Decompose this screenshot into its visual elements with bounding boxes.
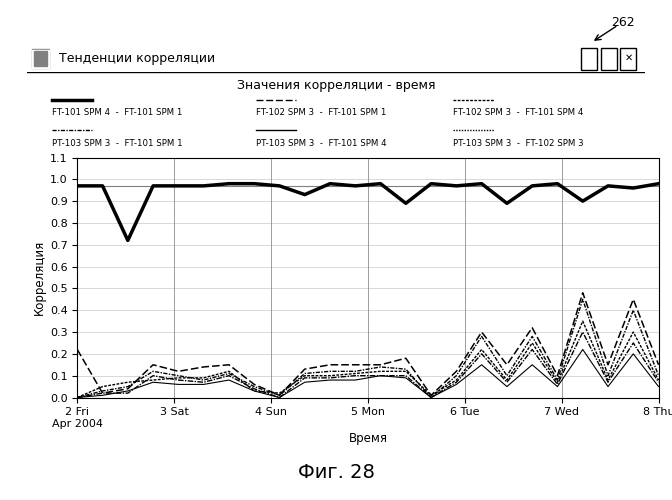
Bar xyxy=(620,48,636,70)
Text: PT-103 SPM 3  -  FT-102 SPM 3: PT-103 SPM 3 - FT-102 SPM 3 xyxy=(454,138,584,147)
Y-axis label: Корреляция: Корреляция xyxy=(33,240,46,315)
Bar xyxy=(601,48,617,70)
Bar xyxy=(34,51,47,66)
X-axis label: Время: Время xyxy=(348,432,388,444)
Text: Значения корреляции - время: Значения корреляции - время xyxy=(237,80,435,92)
Bar xyxy=(581,48,597,70)
Text: PT-103 SPM 3  -  FT-101 SPM 4: PT-103 SPM 3 - FT-101 SPM 4 xyxy=(255,138,386,147)
Bar xyxy=(32,50,48,68)
Text: FT-102 SPM 3  -  FT-101 SPM 4: FT-102 SPM 3 - FT-101 SPM 4 xyxy=(454,108,584,117)
Text: FT-102 SPM 3  -  FT-101 SPM 1: FT-102 SPM 3 - FT-101 SPM 1 xyxy=(255,108,386,117)
Text: PT-103 SPM 3  -  FT-101 SPM 1: PT-103 SPM 3 - FT-101 SPM 1 xyxy=(52,138,182,147)
Text: FT-101 SPM 4  -  FT-101 SPM 1: FT-101 SPM 4 - FT-101 SPM 1 xyxy=(52,108,182,117)
Text: Тенденции корреляции: Тенденции корреляции xyxy=(59,52,215,64)
Bar xyxy=(32,49,49,68)
Text: 262: 262 xyxy=(612,16,635,29)
Text: ✕: ✕ xyxy=(624,53,632,63)
Text: Фиг. 28: Фиг. 28 xyxy=(298,463,374,482)
